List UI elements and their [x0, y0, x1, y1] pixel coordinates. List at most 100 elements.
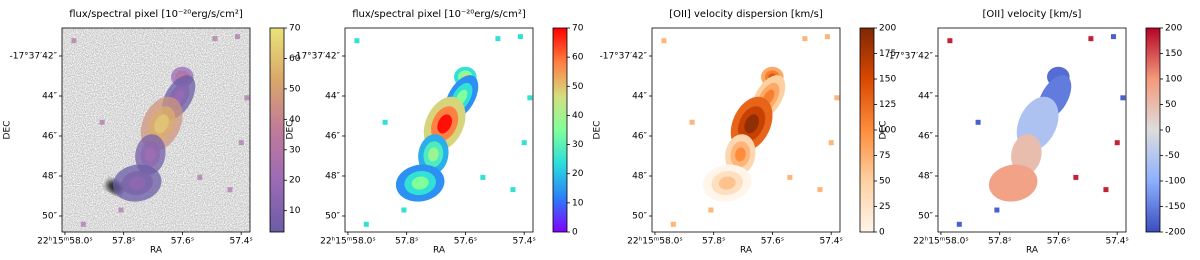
map-pixel — [1088, 36, 1094, 42]
map-image — [62, 28, 250, 232]
colorbar-tick-label: 50 — [1165, 100, 1177, 110]
map-pixel — [689, 119, 695, 125]
map-pixel — [197, 174, 203, 180]
map-region — [411, 176, 429, 190]
y-axis-label: DEC — [286, 121, 296, 140]
colorbar-tick-label: 10 — [572, 198, 584, 208]
colorbar-tick-label: 10 — [289, 206, 301, 216]
colorbar-tick-label: 40 — [289, 115, 301, 125]
x-tick-label: 57.8ˢ — [395, 237, 418, 247]
map-pixel — [99, 119, 105, 125]
map-pixel — [480, 174, 486, 180]
colorbar-tick-label: 70 — [572, 24, 584, 34]
x-tick-label: 57.6ˢ — [171, 237, 194, 247]
y-tick-label: 50″ — [42, 212, 57, 222]
map-pixel — [975, 119, 981, 125]
map-pixel — [80, 221, 86, 227]
map-region — [735, 147, 746, 162]
colorbar — [269, 27, 285, 233]
colorbar-tick-label: 200 — [879, 24, 896, 34]
x-tick-label: 57.4ˢ — [229, 237, 252, 247]
map-pixel — [947, 38, 953, 44]
x-tick-label: 57.8ˢ — [702, 237, 725, 247]
y-tick-label: 48″ — [325, 172, 340, 182]
x-tick-label: 57.6ˢ — [454, 237, 477, 247]
colorbar-tick-label: 0 — [572, 228, 578, 238]
x-tick-label: 57.8ˢ — [112, 237, 135, 247]
y-tick-label: -17°37′42″ — [885, 52, 933, 62]
x-tick-label: 22ʰ15ᵐ58.0ˢ — [913, 237, 969, 247]
y-tick-label: 48″ — [42, 172, 57, 182]
map-pixel — [817, 187, 823, 193]
map-pixel — [828, 140, 834, 146]
panel: flux/spectral pixel [10⁻²⁰erg/s/cm²] RA DE… — [3, 9, 301, 256]
map-pixel — [527, 95, 533, 101]
colorbar-tick-label: 0 — [1165, 126, 1171, 136]
map-region — [154, 114, 169, 134]
colorbar-tick-label: 150 — [879, 75, 896, 85]
x-axis-label: RA — [740, 246, 753, 256]
y-tick-label: 50″ — [632, 212, 647, 222]
map-pixel — [1120, 95, 1126, 101]
y-tick-label: 44″ — [325, 92, 340, 102]
map-pixel — [787, 174, 793, 180]
map-pixel — [244, 95, 250, 101]
y-tick-label: 46″ — [325, 132, 340, 142]
map-image — [345, 28, 533, 232]
colorbar-tick-label: -50 — [1165, 151, 1180, 161]
y-tick-label: 46″ — [42, 132, 57, 142]
panel-title: [OII] velocity [km/s] — [983, 9, 1082, 20]
map-pixel — [1114, 140, 1120, 146]
map-pixel — [495, 36, 501, 42]
map-region — [1004, 176, 1022, 190]
map-region — [718, 176, 736, 190]
colorbar-tick-label: 175 — [879, 49, 896, 59]
map-pixel — [118, 207, 124, 213]
panel-title: flux/spectral pixel [10⁻²⁰erg/s/cm²] — [69, 9, 243, 20]
map-region — [428, 147, 439, 162]
x-tick-label: 57.4ˢ — [819, 237, 842, 247]
map-pixel — [234, 34, 240, 40]
y-tick-label: 50″ — [918, 212, 933, 222]
axes-frame — [651, 27, 841, 233]
x-tick-label: 22ʰ15ᵐ58.0ˢ — [320, 237, 376, 247]
map-pixel — [1073, 174, 1079, 180]
x-axis-label: RA — [1026, 246, 1039, 256]
colorbar-tick-label: 150 — [1165, 49, 1182, 59]
y-tick-label: 44″ — [632, 92, 647, 102]
map-image — [652, 28, 840, 232]
y-axis-label: DEC — [879, 121, 889, 140]
colorbar-tick-label: 60 — [572, 53, 584, 63]
colorbar-tick-label: 60 — [289, 54, 301, 64]
map-region — [128, 176, 146, 190]
colorbar-tick-label: 50 — [572, 82, 584, 92]
colorbar-tick-label: -100 — [1165, 177, 1186, 187]
x-tick-label: 22ʰ15ᵐ58.0ˢ — [37, 237, 93, 247]
colorbar-tick-label: 40 — [572, 111, 584, 121]
map-region — [437, 114, 452, 134]
colorbar-tick-label: 200 — [1165, 24, 1182, 34]
y-tick-label: 44″ — [42, 92, 57, 102]
axes-frame — [61, 27, 251, 233]
map-pixel — [212, 36, 218, 42]
map-pixel — [517, 34, 523, 40]
panel-title: flux/spectral pixel [10⁻²⁰erg/s/cm²] — [352, 9, 526, 20]
y-tick-label: 44″ — [918, 92, 933, 102]
y-axis-label: DEC — [3, 121, 13, 140]
y-tick-label: 50″ — [325, 212, 340, 222]
map-pixel — [521, 140, 527, 146]
y-axis-label: DEC — [593, 121, 603, 140]
panel: [OII] velocity [km/s] RA DEC 22ʰ15ᵐ58.0ˢ 57.… — [879, 9, 1186, 256]
colorbar-tick-label: 25 — [879, 202, 890, 212]
x-tick-label: 57.4ˢ — [512, 237, 535, 247]
y-tick-label: 48″ — [918, 172, 933, 182]
colorbar-tick-label: 125 — [879, 100, 896, 110]
colorbar-tick-label: 30 — [289, 145, 301, 155]
map-pixel — [1110, 34, 1116, 40]
x-tick-label: 57.8ˢ — [988, 237, 1011, 247]
map-pixel — [670, 221, 676, 227]
map-pixel — [382, 119, 388, 125]
axes-frame — [937, 27, 1127, 233]
map-region — [1021, 147, 1032, 162]
map-pixel — [708, 207, 714, 213]
